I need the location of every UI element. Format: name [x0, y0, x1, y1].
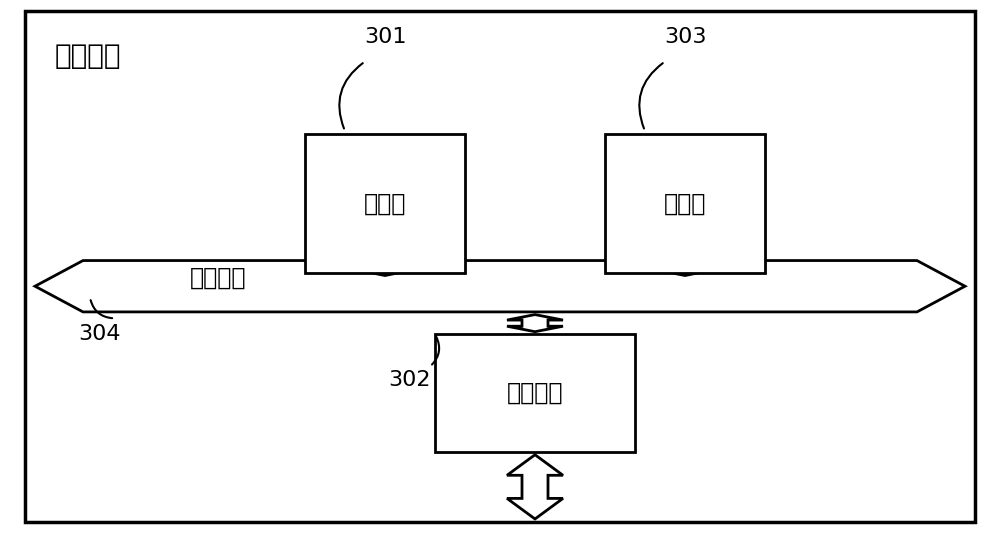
- Polygon shape: [507, 455, 563, 519]
- Text: 处理器: 处理器: [364, 192, 406, 215]
- Polygon shape: [657, 258, 713, 276]
- Bar: [605, 134, 765, 273]
- Bar: [305, 134, 465, 273]
- Text: 304: 304: [79, 324, 121, 345]
- Text: 电子设备: 电子设备: [55, 42, 122, 70]
- Text: 通信接口: 通信接口: [507, 381, 563, 405]
- Polygon shape: [507, 315, 563, 332]
- Polygon shape: [35, 261, 965, 312]
- Text: 302: 302: [389, 370, 431, 390]
- Text: 303: 303: [664, 27, 706, 48]
- Text: 301: 301: [364, 27, 406, 48]
- Text: 存储器: 存储器: [664, 192, 706, 215]
- Polygon shape: [357, 258, 413, 276]
- Bar: [435, 334, 635, 452]
- Text: 通信总线: 通信总线: [190, 266, 246, 290]
